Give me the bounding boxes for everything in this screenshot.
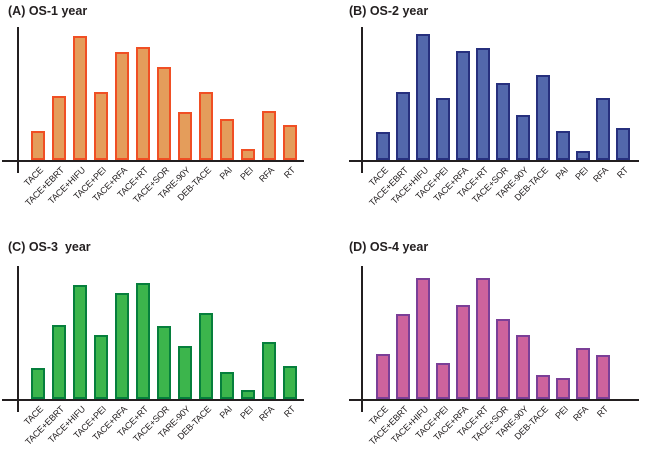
bar-TACE+RT xyxy=(476,48,490,160)
x-axis-line xyxy=(2,160,304,162)
bars-group xyxy=(376,27,630,160)
bar-TACE+SOR xyxy=(157,66,171,160)
bar-TACE xyxy=(31,130,45,160)
bar-DEB-TACE xyxy=(536,375,550,399)
y-axis-line xyxy=(361,266,363,412)
bar-PAI xyxy=(556,130,570,160)
bar-TACE+RFA xyxy=(456,304,470,399)
plot-area: TACE TACE+EBRT TACE+HIFU TACE+PEI TACE+RFA TA… xyxy=(2,266,317,447)
bar-TACE+HIFU xyxy=(73,36,87,160)
bar-TACE+HIFU xyxy=(416,277,430,399)
x-tick-labels: TACE TACE+EBRT TACE+HIFU TACE+PEI TACE+RFA TA… xyxy=(17,165,317,235)
y-axis-line xyxy=(17,266,19,412)
bars-group xyxy=(376,266,610,399)
bar-RFA xyxy=(576,348,590,399)
bar-TACE+RT xyxy=(476,277,490,399)
x-axis-line xyxy=(349,399,639,401)
plot-area: TACE TACE+EBRT TACE+HIFU TACE+PEI TACE+RFA TA… xyxy=(349,27,646,208)
y-axis-line xyxy=(361,27,363,173)
bar-TACE+PEI xyxy=(94,335,108,399)
bar-RFA xyxy=(262,110,276,160)
panel-title-os-3-year: (C) OS-3 year xyxy=(8,240,91,254)
panel-os-2-year: (B) OS-2 year TACE TACE+EBRT TACE+HIFU TACE… xyxy=(325,0,650,227)
bar-DEB-TACE xyxy=(199,92,213,160)
bar-PEI xyxy=(556,377,570,399)
bar-TACE xyxy=(376,353,390,399)
plot-area: TACE TACE+EBRT TACE+HIFU TACE+PEI TACE+RFA TA… xyxy=(349,266,646,447)
bar-RT xyxy=(616,128,630,160)
bar-PEI xyxy=(241,389,255,399)
bar-TACE+EBRT xyxy=(396,313,410,399)
bar-RT xyxy=(283,365,297,399)
x-axis-line xyxy=(2,399,304,401)
bar-TACE xyxy=(376,132,390,160)
bar-DEB-TACE xyxy=(199,312,213,399)
bar-TACE+HIFU xyxy=(73,284,87,399)
bar-PEI xyxy=(576,150,590,160)
x-tick-labels: TACE TACE+EBRT TACE+HIFU TACE+PEI TACE+RFA TA… xyxy=(361,404,646,455)
panel-os-1-year: (A) OS-1 year TACE TACE+EBRT TACE+HIFU TACE… xyxy=(0,0,325,227)
bar-RT xyxy=(596,355,610,399)
bar-TACE+SOR xyxy=(496,82,510,160)
panel-title-os-4-year: (D) OS-4 year xyxy=(349,240,429,254)
bar-TACE+PEI xyxy=(436,97,450,160)
bar-TACE+PEI xyxy=(94,92,108,160)
bar-TACE+EBRT xyxy=(52,96,66,160)
x-tick-labels: TACE TACE+EBRT TACE+HIFU TACE+PEI TACE+RFA TA… xyxy=(361,165,646,235)
bar-TACE+RFA xyxy=(115,292,129,399)
bar-TACE+PEI xyxy=(436,363,450,399)
bar-TACE+EBRT xyxy=(52,324,66,399)
bar-RFA xyxy=(596,97,610,160)
bar-TACE xyxy=(31,368,45,399)
bar-TARE-90Y xyxy=(178,345,192,399)
bar-TARE-90Y xyxy=(516,335,530,399)
bar-PAI xyxy=(220,118,234,160)
panel-title-os-2-year: (B) OS-2 year xyxy=(349,4,429,18)
panel-os-4-year: (D) OS-4 year TACE TACE+EBRT TACE+HIFU TACE… xyxy=(325,228,650,455)
x-axis-line xyxy=(349,160,639,162)
panel-title-os-1-year: (A) OS-1 year xyxy=(8,4,88,18)
bar-TACE+RFA xyxy=(456,50,470,160)
panel-os-3-year: (C) OS-3 year TACE TACE+EBRT TACE+HIFU TACE… xyxy=(0,228,325,455)
bar-TACE+RT xyxy=(136,46,150,160)
x-tick-labels: TACE TACE+EBRT TACE+HIFU TACE+PEI TACE+RFA TA… xyxy=(17,404,317,455)
bar-TACE+SOR xyxy=(157,325,171,399)
bar-TACE+HIFU xyxy=(416,33,430,160)
bar-TARE-90Y xyxy=(516,114,530,160)
bar-TACE+RT xyxy=(136,283,150,399)
bars-group xyxy=(31,266,297,399)
bar-PEI xyxy=(241,149,255,160)
bar-RFA xyxy=(262,341,276,399)
y-axis-line xyxy=(17,27,19,173)
bar-TACE+SOR xyxy=(496,319,510,399)
plot-area: TACE TACE+EBRT TACE+HIFU TACE+PEI TACE+RFA TA… xyxy=(2,27,317,208)
bar-RT xyxy=(283,125,297,160)
bar-TACE+EBRT xyxy=(396,92,410,160)
bar-TACE+RFA xyxy=(115,52,129,160)
bar-TARE-90Y xyxy=(178,112,192,160)
bar-DEB-TACE xyxy=(536,74,550,160)
bars-group xyxy=(31,27,297,160)
bar-PAI xyxy=(220,372,234,399)
